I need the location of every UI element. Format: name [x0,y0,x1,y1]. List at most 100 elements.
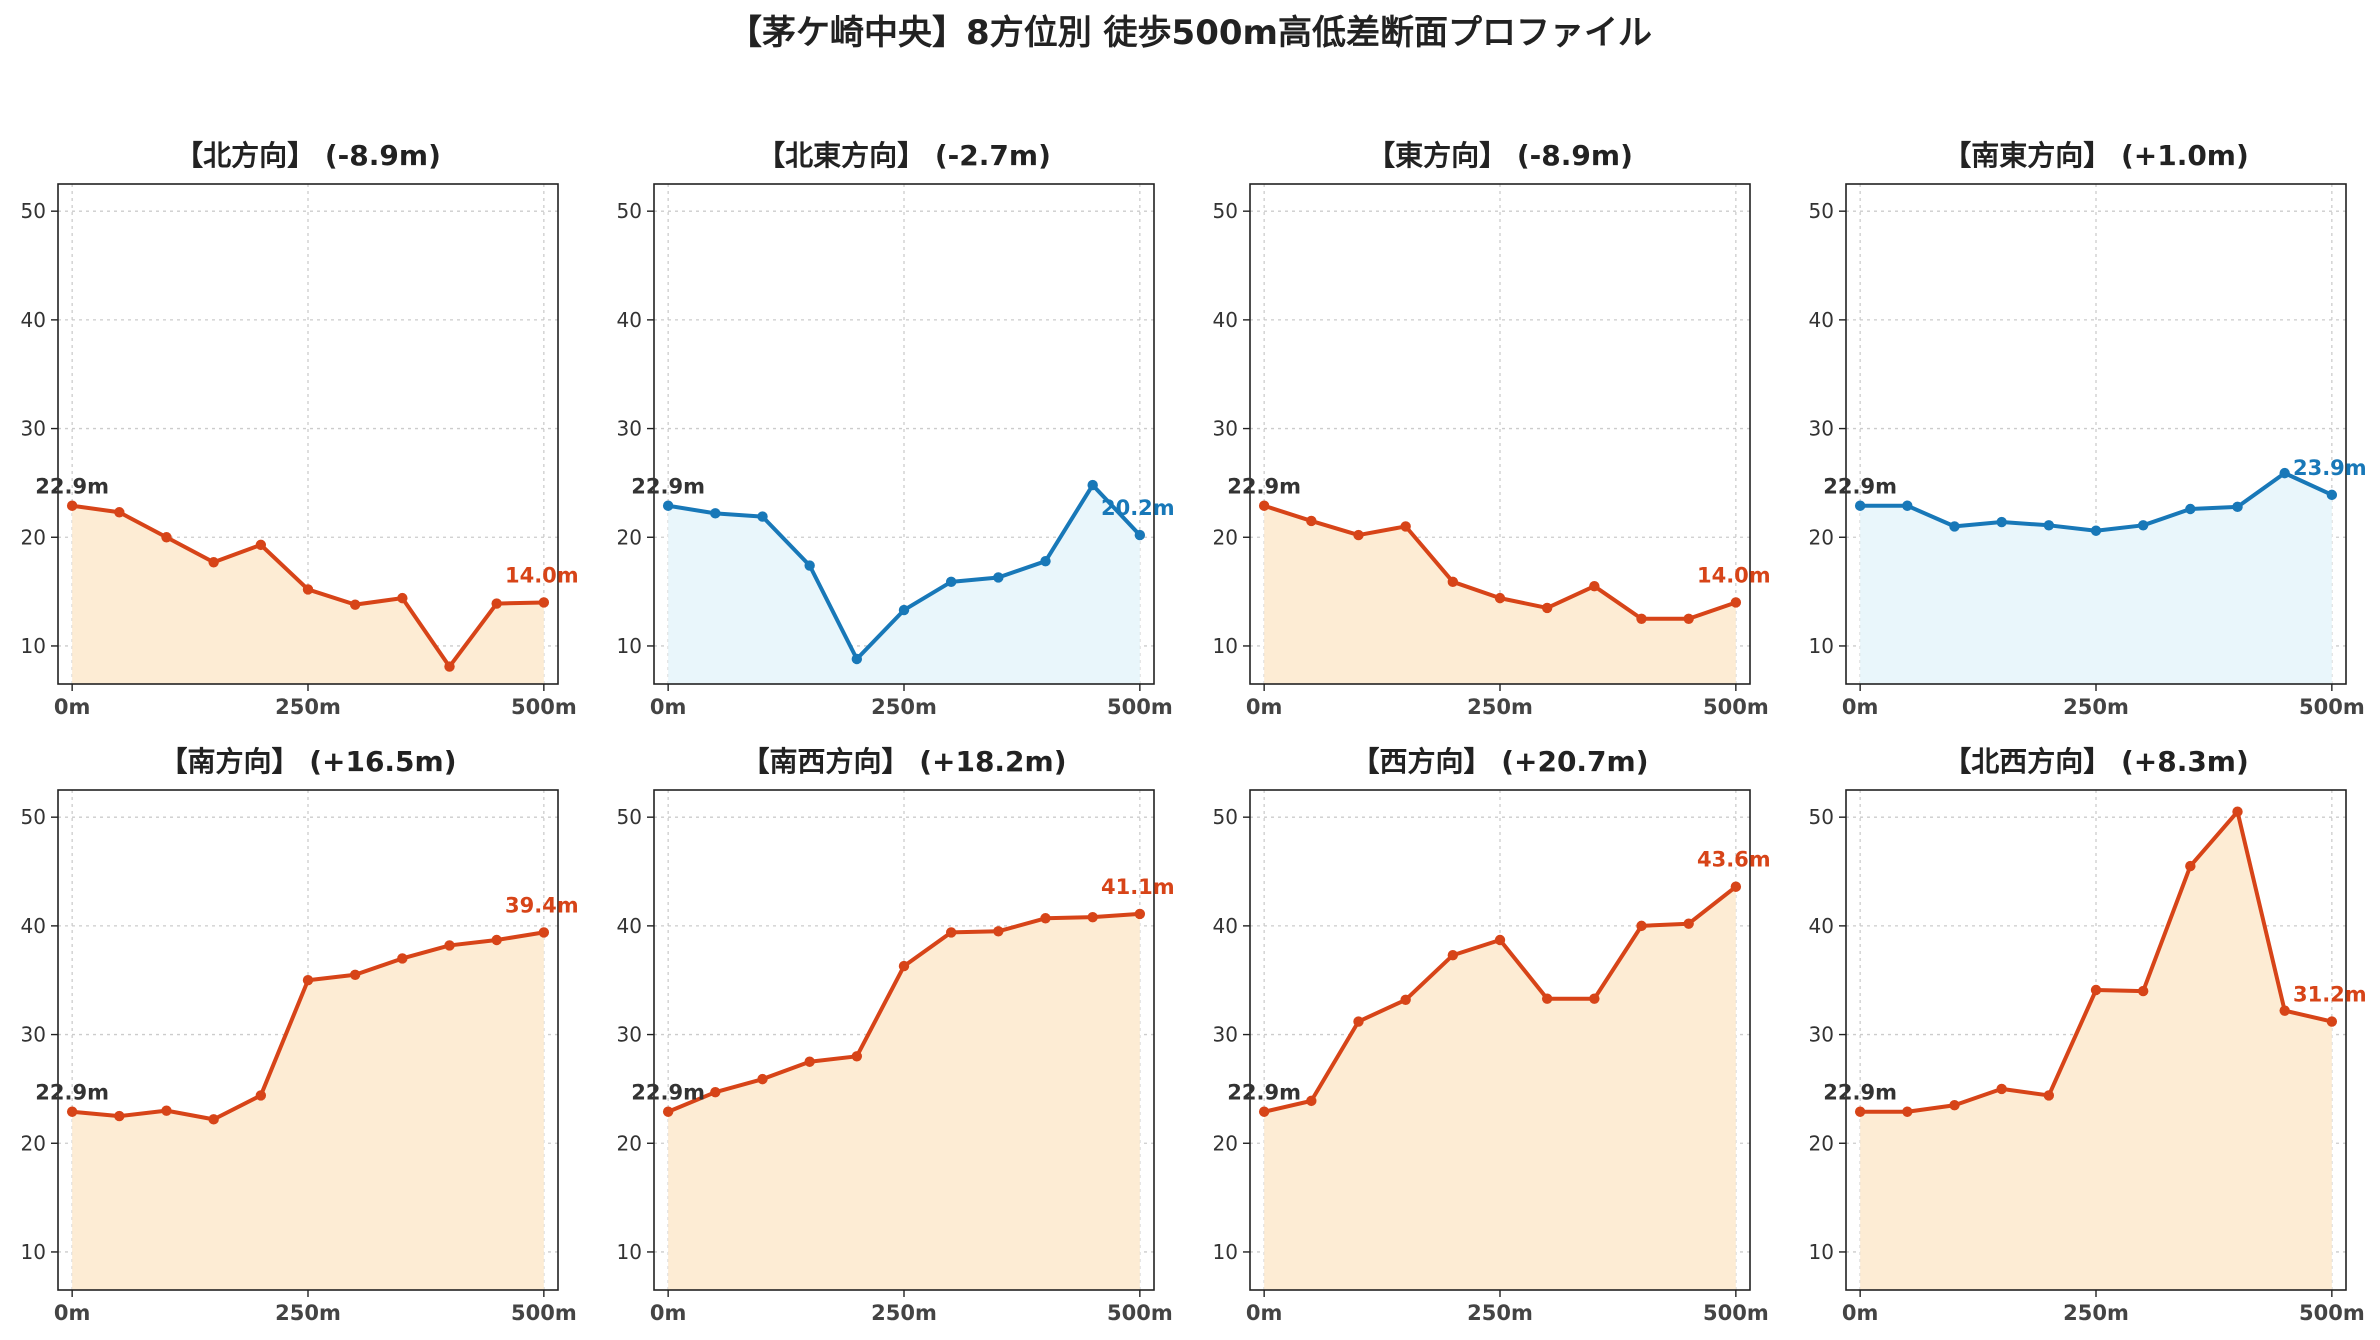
data-point [1902,500,1913,511]
y-tick-label: 10 [21,634,46,658]
data-point [1589,580,1600,592]
start-value-label: 22.9m [631,1081,705,1105]
data-point [1134,529,1146,541]
data-point [66,1106,78,1117]
data-point [1258,1106,1270,1117]
y-tick-label: 10 [1213,1240,1238,1264]
y-tick-label: 50 [617,805,642,829]
y-tick-label: 20 [617,525,642,549]
data-point [1134,908,1146,920]
area-fill [72,932,544,1290]
start-value-label: 22.9m [1823,1081,1897,1105]
data-point [1949,1100,1960,1111]
data-point [1636,920,1647,932]
data-point [349,969,361,980]
data-point [662,500,674,511]
area-fill [1264,505,1736,684]
data-point [66,500,78,511]
data-point [208,557,219,568]
y-tick-label: 10 [617,634,642,658]
start-value-label: 22.9m [631,475,705,499]
data-point [993,572,1004,583]
end-value-label: 39.4m [505,893,579,917]
data-point [1087,911,1098,923]
data-point [2232,806,2243,817]
data-point [1683,613,1694,624]
y-tick-label: 10 [617,1240,642,1264]
x-tick-label: 500m [1703,1301,1769,1325]
x-tick-label: 250m [1467,695,1533,719]
data-point [2326,1016,2338,1027]
data-point [1353,529,1364,541]
area-fill [72,505,544,684]
data-point [114,507,125,518]
data-point [1400,521,1411,532]
data-point [945,576,957,588]
y-tick-label: 30 [21,417,46,441]
end-value-label: 20.2m [1101,496,1175,520]
data-point [2279,467,2290,479]
data-point [255,539,267,551]
x-tick-label: 0m [650,1301,687,1325]
data-point [804,1056,815,1067]
start-value-label: 22.9m [35,1081,109,1105]
data-point [2137,985,2149,997]
y-tick-label: 50 [21,199,46,223]
data-point [161,532,172,543]
x-tick-label: 500m [2299,695,2365,719]
data-point [2185,503,2196,515]
start-value-label: 22.9m [1823,475,1897,499]
y-tick-label: 10 [1809,1240,1834,1264]
y-tick-label: 50 [617,199,642,223]
data-point [757,511,768,522]
area-fill [1860,811,2332,1290]
y-tick-label: 10 [21,1240,46,1264]
panel-title: 【南東方向】 (+1.0m) [1943,139,2249,172]
panel-title: 【北方向】 (-8.9m) [175,139,441,172]
x-tick-label: 250m [1467,1301,1533,1325]
end-value-label: 14.0m [505,563,579,587]
data-point [1730,597,1742,608]
y-tick-label: 50 [21,805,46,829]
data-point [444,940,455,951]
y-tick-label: 10 [1213,634,1238,658]
panel-title: 【北西方向】 (+8.3m) [1943,745,2249,778]
data-point [710,1086,721,1098]
y-tick-label: 20 [21,525,46,549]
x-tick-label: 250m [275,1301,341,1325]
data-point [1400,994,1411,1005]
x-tick-label: 250m [871,695,937,719]
data-point [1087,479,1098,491]
y-tick-label: 30 [617,1023,642,1047]
x-tick-label: 500m [1703,695,1769,719]
data-point [2137,520,2149,531]
panel-title: 【南西方向】 (+18.2m) [741,745,1066,778]
y-tick-label: 20 [617,1131,642,1155]
data-point [804,560,815,571]
y-tick-label: 30 [1809,417,1834,441]
y-tick-label: 40 [1213,914,1238,938]
x-tick-label: 250m [2063,695,2129,719]
x-tick-label: 0m [1246,1301,1283,1325]
data-point [2090,984,2102,996]
y-tick-label: 30 [21,1023,46,1047]
y-tick-label: 30 [1213,1023,1238,1047]
figure-title: 【茅ケ崎中央】8方位別 徒歩500m高低差断面プロファイル [728,13,1652,53]
panel-title: 【北東方向】 (-2.7m) [757,139,1051,172]
data-point [2090,525,2102,536]
x-tick-label: 0m [1842,1301,1879,1325]
area-fill [1264,886,1736,1290]
area-fill [668,485,1140,684]
y-tick-label: 30 [1809,1023,1834,1047]
data-point [491,934,502,946]
data-point [1902,1106,1913,1117]
data-point [1040,555,1051,567]
data-point [945,927,957,938]
data-point [302,584,314,595]
data-point [662,1106,674,1117]
y-tick-label: 40 [1809,914,1834,938]
data-point [349,599,361,610]
y-tick-label: 50 [1809,199,1834,223]
panel-title: 【南方向】 (+16.5m) [159,745,456,778]
